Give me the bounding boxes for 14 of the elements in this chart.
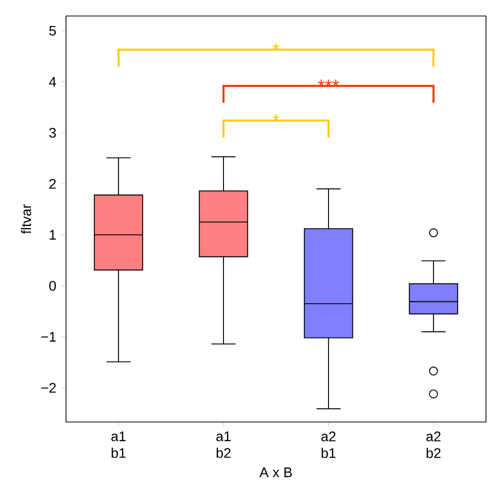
y-tick-label: 3 <box>49 128 56 138</box>
y-tick-label: 4 <box>49 77 56 87</box>
y-tick-label: 0 <box>49 280 56 291</box>
x-tick-label: a2 b2 <box>426 432 440 458</box>
x-tick-label: a1 b1 <box>111 432 126 458</box>
y-tick-label: 5 <box>49 26 56 36</box>
x-tick-label: a1 b2 <box>216 432 231 458</box>
y-tick-label: −2 <box>41 382 56 393</box>
y-tick-label: 1 <box>50 230 56 240</box>
x-tick-label: a2 b1 <box>321 432 336 458</box>
x-axis-title: A x B <box>259 468 292 478</box>
y-axis-title: fltvar <box>20 204 32 234</box>
y-tick-label: −1 <box>41 332 56 342</box>
y-tick-label: 2 <box>49 178 56 189</box>
